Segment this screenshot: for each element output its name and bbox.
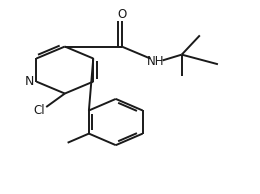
Text: Cl: Cl [33,104,45,117]
Text: NH: NH [147,55,165,68]
Text: O: O [117,8,126,21]
Text: N: N [24,75,34,88]
